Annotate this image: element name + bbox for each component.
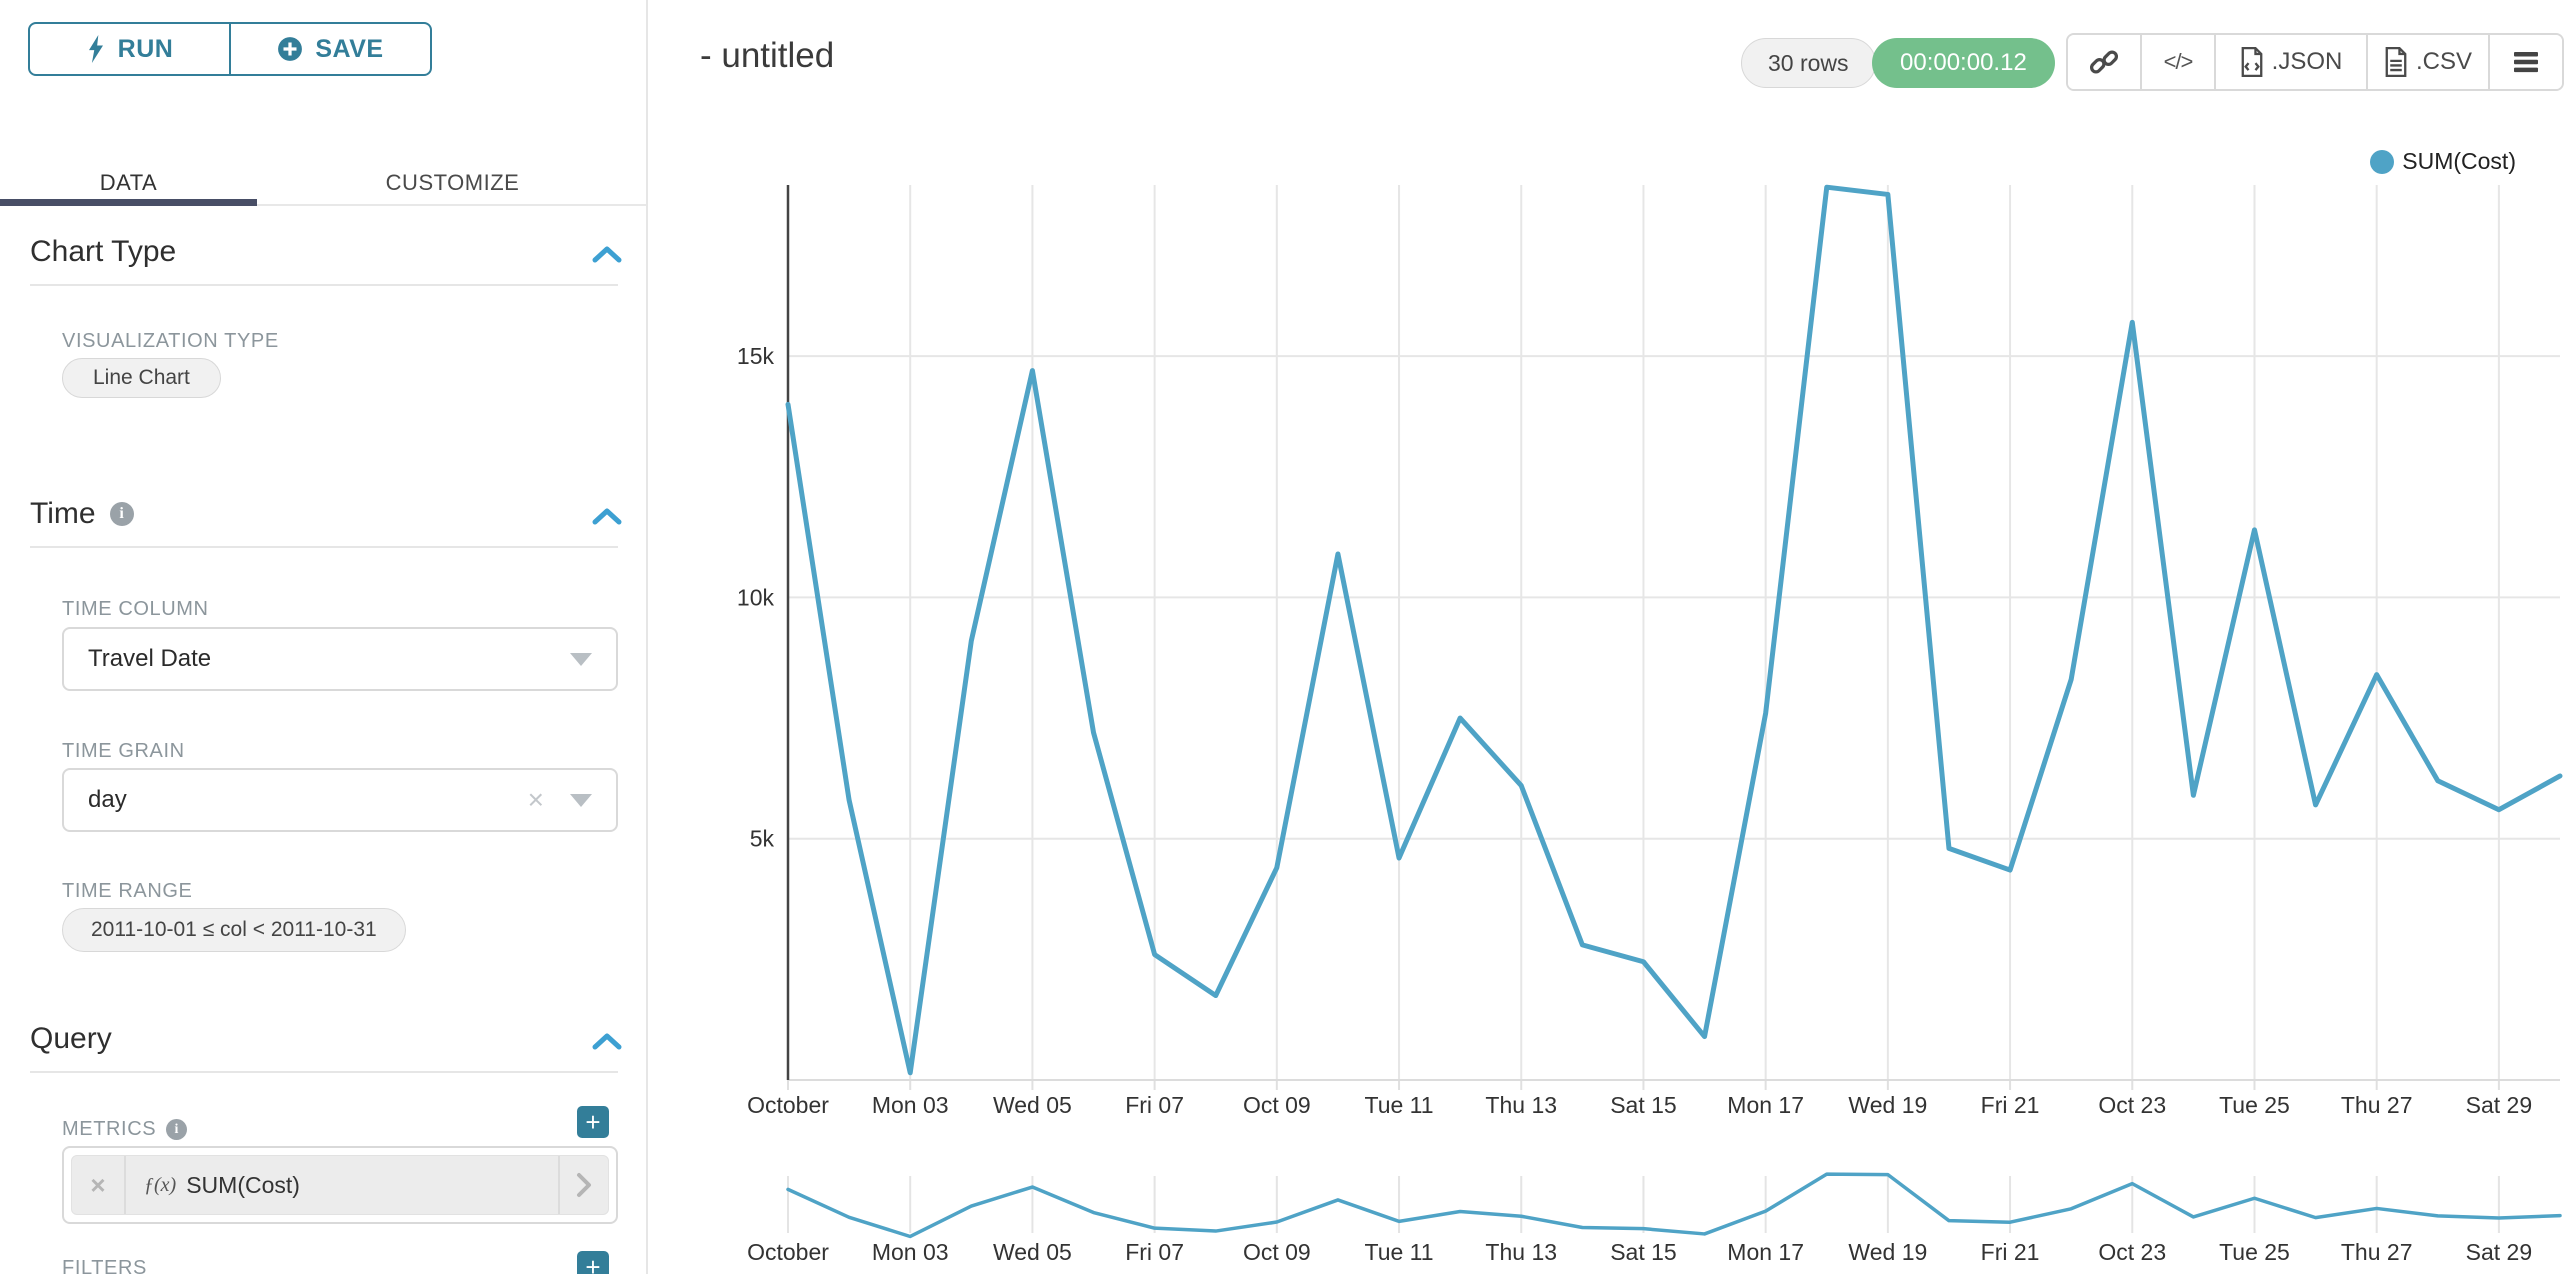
time-column-select[interactable]: Travel Date [62,627,618,691]
fx-icon: ƒ(x) [144,1173,177,1196]
run-button[interactable]: RUN [28,22,230,76]
viz-type-pill[interactable]: Line Chart [62,358,221,398]
save-button-label: SAVE [315,34,384,63]
more-options-button[interactable] [2490,35,2562,89]
section-divider [30,546,618,548]
time-heading: Time [30,497,96,530]
section-query-title: Query [30,1022,112,1056]
query-timer-badge: 00:00:00.12 [1872,38,2055,88]
time-range-pill[interactable]: 2011-10-01 ≤ col < 2011-10-31 [62,908,406,952]
legend-dot [2370,149,2395,174]
legend-label: SUM(Cost) [2402,148,2516,174]
chevron-right-icon [577,1173,591,1197]
time-column-value: Travel Date [88,645,212,672]
code-icon: </> [2163,49,2194,74]
chart-legend[interactable]: SUM(Cost) [2370,148,2516,175]
add-filter-button[interactable]: + [577,1251,609,1274]
export-csv-button[interactable]: .CSV [2368,35,2490,89]
time-grain-select[interactable]: day × [62,768,618,832]
info-icon[interactable]: i [166,1119,188,1140]
metrics-label-text: METRICS [62,1118,157,1140]
chart-panel: - untitled 30 rows 00:00:00.12 </> .JSON [650,0,2576,1274]
csv-button-label: .CSV [2415,48,2472,75]
caret-down-icon [570,652,592,666]
row-count-badge: 30 rows [1741,38,1876,88]
viz-type-label: VISUALIZATION TYPE [62,330,279,352]
share-link-button[interactable] [2068,35,2142,89]
json-button-label: .JSON [2271,48,2343,75]
json-file-icon [2241,47,2263,77]
section-divider [30,284,618,286]
sidebar-tabs: DATA CUSTOMIZE [0,160,646,206]
tab-data[interactable]: DATA [99,170,158,195]
run-button-label: RUN [117,34,174,63]
collapse-chart-type[interactable] [592,245,622,268]
metrics-label: METRICS i [62,1118,188,1141]
chevron-up-icon [592,1033,622,1050]
chart-type-heading: Chart Type [30,235,177,268]
caret-down-icon [570,793,592,807]
remove-metric-icon[interactable]: × [90,1169,106,1200]
info-icon[interactable]: i [109,502,134,526]
view-query-button[interactable]: </> [2142,35,2216,89]
export-toolbar: </> .JSON .CSV [2066,33,2564,91]
clear-x-icon[interactable]: × [527,784,544,815]
time-grain-value: day [88,786,127,813]
plus-circle-icon [278,37,303,61]
control-sidebar: RUN SAVE DATA CUSTOMIZE Chart Type VISUA… [0,0,648,1274]
export-json-button[interactable]: .JSON [2216,35,2368,89]
chart-title[interactable]: - untitled [700,36,835,75]
metrics-container: × ƒ(x) SUM(Cost) [62,1146,618,1224]
expand-metric-button[interactable] [558,1156,608,1214]
active-tab-indicator [0,199,257,206]
metric-name: SUM(Cost) [186,1171,300,1198]
section-divider [30,1071,618,1073]
section-time-title: Time i [30,497,134,531]
run-save-button-group: RUN SAVE [28,22,432,76]
collapse-time[interactable] [592,507,622,530]
time-grain-label: TIME GRAIN [62,740,185,762]
collapse-query[interactable] [592,1032,622,1055]
chevron-up-icon [592,508,622,525]
time-range-label: TIME RANGE [62,880,193,902]
metric-pill[interactable]: × ƒ(x) SUM(Cost) [71,1155,609,1215]
filters-label: FILTERS [62,1257,147,1274]
tab-customize[interactable]: CUSTOMIZE [385,170,520,195]
chevron-up-icon [592,246,622,263]
menu-icon [2514,52,2538,73]
tabs-divider [0,204,646,206]
section-chart-type-title: Chart Type [30,235,176,269]
time-column-label: TIME COLUMN [62,598,209,620]
save-button[interactable]: SAVE [230,22,432,76]
lightning-bolt-icon [88,35,103,63]
link-icon [2089,50,2119,74]
query-heading: Query [30,1022,112,1055]
csv-file-icon [2385,47,2407,77]
metric-separator [124,1156,126,1214]
add-metric-button[interactable]: + [577,1106,609,1138]
